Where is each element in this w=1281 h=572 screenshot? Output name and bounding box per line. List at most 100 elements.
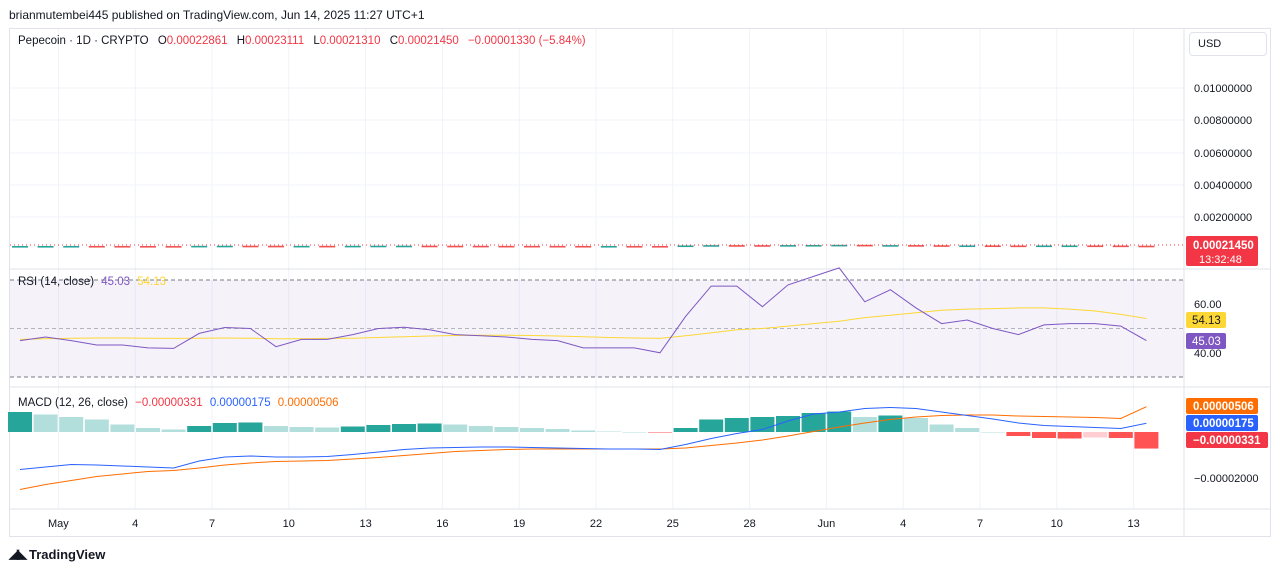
macd-histogram-bar [545, 429, 570, 432]
macd-histogram-bar [1006, 432, 1031, 436]
low-label: L [313, 35, 320, 47]
rsi-legend: RSI (14, close) 45.03 54.13 [18, 276, 166, 288]
price-tick: 0.01000000 [1194, 83, 1252, 95]
price-candle [626, 245, 643, 248]
price-candle [959, 245, 976, 248]
macd-title[interactable]: MACD (12, 26, close) [18, 397, 128, 409]
macd-histogram-bar [494, 427, 519, 432]
macd-signal-badge-value: 0.00000506 [1193, 401, 1254, 413]
price-candle [293, 245, 310, 248]
price-candle [370, 245, 387, 248]
macd-line [19, 406, 1147, 470]
price-tick: 0.00800000 [1194, 115, 1252, 127]
price-candle [728, 245, 745, 247]
symbol-title[interactable]: Pepecoin · 1D · CRYPTO [18, 35, 149, 47]
rsi-band [10, 280, 1184, 377]
countdown-timer: 13:32:48 [1199, 254, 1242, 266]
price-candle [1061, 245, 1078, 248]
high-label: H [236, 35, 246, 47]
price-candle [575, 245, 592, 248]
time-tick: 16 [436, 518, 448, 530]
time-tick: 13 [1127, 518, 1139, 530]
price-candle [1112, 245, 1129, 248]
macd-histogram-bar [212, 423, 237, 432]
macd-signal-badge [1186, 398, 1258, 414]
last-price-value: 0.00021450 [1193, 240, 1254, 252]
macd-histogram-bar [750, 417, 775, 432]
macd-histogram-bar [84, 419, 109, 432]
time-tick: 4 [132, 518, 138, 530]
macd-histogram-bar [1134, 432, 1159, 449]
macd-histogram-bar [59, 417, 84, 432]
price-candle [421, 245, 438, 248]
rsi-line [19, 267, 1147, 354]
macd-histogram-bar [315, 427, 340, 432]
macd-hist-badge [1186, 432, 1268, 448]
time-tick: 13 [359, 518, 371, 530]
price-candle [908, 245, 924, 247]
rsi-badge-value: 45.03 [1192, 336, 1221, 348]
time-tick: 7 [977, 518, 983, 530]
low-value: 0.00021310 [319, 35, 381, 47]
price-candle [216, 245, 233, 248]
macd-histogram-bar [724, 418, 749, 432]
macd-histogram-bar [955, 428, 980, 432]
macd-histogram-bar [264, 426, 288, 432]
tradingview-logo[interactable]: ◢◣ TradingView [9, 546, 105, 562]
macd-histogram-bar [929, 424, 954, 432]
price-candle [933, 245, 950, 247]
price-candle [549, 245, 566, 248]
price-candle [882, 245, 899, 247]
macd-tick: −0.00002000 [1194, 473, 1259, 485]
price-candle [472, 245, 489, 248]
macd-histogram-bar [161, 429, 186, 432]
macd-histogram-bar [238, 422, 263, 432]
brand-name: TradingView [29, 546, 106, 562]
price-candle [984, 245, 1001, 248]
macd-histogram-bar [673, 428, 698, 432]
macd-histogram-bar [1083, 432, 1108, 438]
macd-histogram-bar [1057, 432, 1082, 439]
high-value: 0.00023111 [245, 35, 305, 47]
time-tick: 25 [667, 518, 679, 530]
price-candle [165, 246, 182, 248]
price-candle [1087, 245, 1104, 248]
rsi-badge [1186, 333, 1226, 349]
open-value: 0.00022861 [166, 35, 228, 47]
price-candles [12, 244, 1155, 248]
price-candle [1010, 245, 1027, 248]
macd-histogram-bar [187, 426, 212, 432]
price-candle [191, 245, 208, 248]
tradingview-mark-icon: ◢◣ [9, 546, 27, 561]
macd-hist-value: −0.00000331 [135, 397, 203, 409]
time-tick: 22 [590, 518, 602, 530]
macd-histogram-bar [801, 413, 826, 432]
rsi-ma-badge [1186, 312, 1226, 328]
price-candle [1138, 245, 1155, 248]
macd-line-badge-value: 0.00000175 [1193, 418, 1254, 430]
rsi-tick: 60.00 [1194, 299, 1222, 311]
macd-histogram-bar [520, 428, 544, 432]
price-candle [524, 245, 540, 248]
macd-histogram-bar [571, 430, 596, 432]
macd-legend: MACD (12, 26, close) −0.00000331 0.00000… [18, 397, 339, 409]
price-candle [319, 245, 336, 248]
macd-histogram-bar [443, 424, 468, 432]
macd-histogram-bar [392, 424, 416, 432]
price-candle [88, 245, 105, 248]
macd-histogram-bar [289, 427, 314, 432]
price-tick: 0.00600000 [1194, 148, 1252, 160]
price-candle [1036, 245, 1052, 248]
open-label: O [157, 35, 167, 47]
macd-histogram-bar [776, 416, 800, 432]
close-value: 0.00021450 [398, 35, 459, 47]
ohlc-legend: Pepecoin · 1D · CRYPTO O0.00022861 H0.00… [18, 35, 586, 47]
last-price-badge [1186, 236, 1258, 266]
price-candle [805, 244, 822, 247]
currency-button[interactable]: USD [1189, 32, 1267, 56]
rsi-title[interactable]: RSI (14, close) [18, 276, 95, 288]
time-tick: 10 [1051, 518, 1063, 530]
macd-line-badge [1186, 415, 1258, 431]
macd-signal-value: 0.00000506 [277, 397, 339, 409]
